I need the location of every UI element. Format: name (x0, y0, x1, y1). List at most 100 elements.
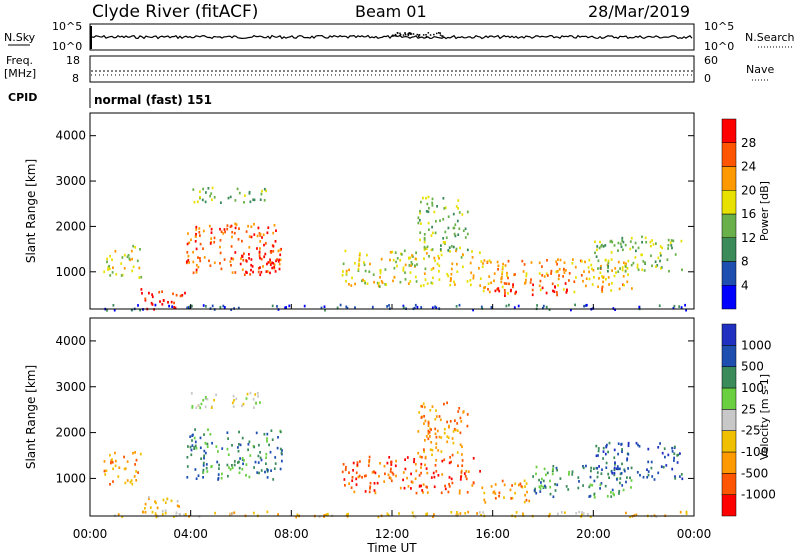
scatter-cell (620, 442, 623, 446)
scatter-cell (296, 513, 299, 517)
scatter-cell (484, 286, 486, 289)
scatter-cell (467, 470, 470, 473)
scatter-cell (444, 487, 447, 491)
scatter-cell (351, 479, 354, 482)
scatter-cell (206, 445, 209, 448)
scatter-cell (197, 256, 199, 259)
nave-bottom-tick: 0 (704, 72, 711, 85)
scatter-cell (404, 263, 407, 267)
scatter-cell (231, 235, 233, 239)
scatter-cell (361, 279, 363, 283)
scatter-cell (452, 226, 455, 230)
scatter-cell (541, 286, 544, 290)
scatter-cell (674, 445, 676, 449)
scatter-cell (615, 467, 618, 471)
scatter-cell (230, 224, 233, 228)
scatter-cell (498, 491, 501, 495)
scatter-cell (498, 289, 501, 293)
nsky-label: N.Sky (4, 31, 36, 44)
scatter-cell (410, 264, 412, 267)
scatter-cell (521, 259, 524, 263)
scatter-cell (217, 473, 220, 476)
scatter-cell (590, 466, 593, 470)
scatter-cell (673, 459, 675, 462)
scatter-cell (551, 282, 554, 286)
scatter-cell (604, 452, 607, 456)
scatter-cell (345, 279, 347, 283)
scatter-cell (277, 260, 280, 263)
scatter-cell (237, 449, 240, 453)
scatter-cell (606, 443, 608, 447)
scatter-cell (671, 446, 673, 450)
scatter-cell (203, 433, 205, 436)
scatter-cell (192, 260, 195, 264)
scatter-cell (525, 272, 528, 275)
scatter-cell (552, 468, 554, 471)
scatter-cell (440, 450, 443, 453)
scatter-cell (191, 444, 194, 447)
scatter-cell (402, 471, 405, 474)
scatter-cell (480, 260, 483, 263)
scatter-cell (369, 262, 371, 266)
scatter-cell (384, 472, 386, 476)
scatter-cell (480, 513, 482, 517)
scatter-cell (661, 451, 664, 455)
nsearch-dot (399, 33, 402, 36)
scatter-cell (601, 286, 604, 289)
scatter-cell (585, 464, 587, 468)
scatter-cell (142, 510, 144, 514)
scatter-cell (191, 439, 193, 442)
scatter-cell (464, 227, 467, 231)
scatter-cell (135, 479, 138, 482)
scatter-cell (179, 294, 182, 298)
scatter-cell (623, 469, 626, 473)
scatter-cell (422, 196, 424, 200)
freq-bottom-tick: 8 (72, 72, 79, 85)
scatter-cell (427, 437, 430, 441)
scatter-cell (205, 463, 208, 466)
scatter-cell (449, 277, 452, 280)
scatter-cell (581, 260, 583, 263)
scatter-cell (448, 476, 451, 479)
scatter-cell (341, 274, 344, 277)
scatter-cell (481, 265, 484, 268)
scatter-cell (190, 392, 193, 395)
scatter-cell (199, 446, 202, 450)
scatter-cell (580, 274, 583, 277)
scatter-cell (611, 240, 614, 244)
scatter-cell (425, 512, 428, 516)
scatter-cell (462, 411, 465, 414)
scatter-cell (667, 244, 670, 247)
scatter-cell (635, 249, 637, 253)
scatter-cell (525, 498, 528, 502)
scatter-cell (201, 198, 204, 202)
scatter-cell (186, 260, 188, 263)
scatter-cell (425, 467, 428, 470)
scatter-cell (621, 239, 624, 242)
scatter-cell (479, 470, 481, 473)
scatter-cell (237, 238, 240, 241)
scatter-cell (466, 424, 469, 428)
scatter-cell (251, 265, 254, 268)
scatter-cell (450, 267, 453, 271)
scatter-cell (109, 274, 112, 277)
scatter-cell (344, 484, 346, 487)
scatter-cell (372, 470, 375, 473)
scatter-cell (626, 458, 628, 462)
scatter-cell (364, 490, 367, 493)
scatter-cell (205, 466, 208, 470)
scatter-cell (555, 270, 558, 274)
scatter-cell (456, 219, 459, 223)
scatter-cell (230, 257, 233, 260)
scatter-cell (209, 194, 211, 198)
scatter-cell (202, 247, 204, 250)
scatter-cell (541, 274, 544, 277)
scatter-cell (195, 268, 198, 272)
scatter-cell (148, 291, 150, 295)
scatter-cell (383, 464, 386, 468)
scatter-cell (453, 280, 455, 284)
scatter-cell (209, 242, 212, 245)
scatter-cell (635, 441, 638, 445)
power-panel-frame (89, 112, 695, 310)
scatter-cell (589, 483, 592, 487)
